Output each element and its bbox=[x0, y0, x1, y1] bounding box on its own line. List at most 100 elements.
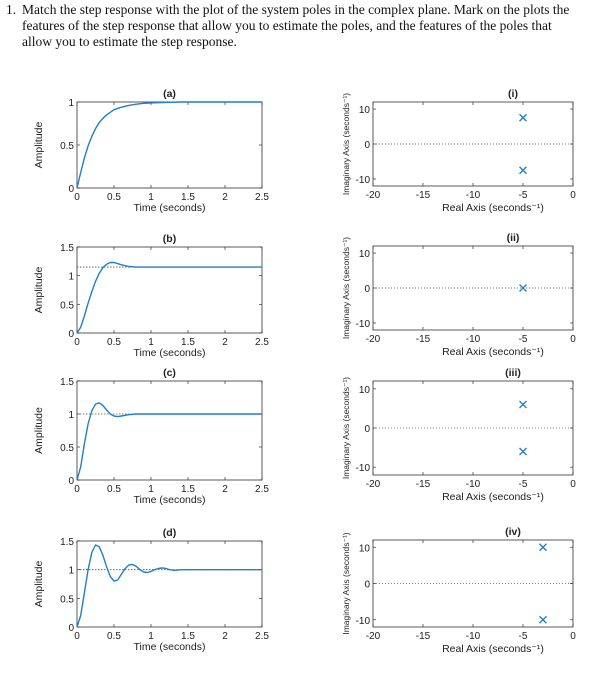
step-response-chart-1: 0 0.5 1 1.5 2 2.5 0 0.5 1 (a) Time (seconds) Amplit… bbox=[33, 88, 269, 214]
pole-marker-stroke bbox=[539, 615, 547, 624]
pole-plot-chart-2: -20 -15 -10 -5 0 -10 0 10 (ii) Real Axis (seconds… bbox=[341, 232, 576, 358]
question-text: 1. Match the step response with the plot … bbox=[6, 2, 596, 50]
y-tick-label: 1 bbox=[68, 98, 74, 109]
y-tick-label: 0 bbox=[364, 140, 370, 151]
x-tick-label: 1.5 bbox=[181, 631, 195, 642]
x-tick-label: 1.5 bbox=[181, 192, 195, 203]
question-number: 1. bbox=[6, 2, 17, 17]
question-line-3: allow you to estimate the step response. bbox=[22, 34, 237, 49]
x-tick-label: 0.5 bbox=[107, 337, 121, 348]
y-tick-label: 0.5 bbox=[60, 594, 74, 605]
y-tick-label: 1.5 bbox=[60, 537, 74, 548]
pole-plot-chart-1: -20 -15 -10 -5 0 -10 0 10 (i) Real Axis (seconds⁻… bbox=[341, 88, 576, 214]
chart-label: (c) bbox=[163, 367, 176, 379]
x-tick-label: 2 bbox=[222, 337, 228, 348]
y-tick-label: -10 bbox=[356, 175, 371, 186]
x-tick-label: 2.5 bbox=[255, 337, 269, 348]
pole-marker bbox=[519, 447, 527, 456]
y-axis-label: Imaginary Axis (seconds⁻¹) bbox=[341, 377, 351, 479]
question-line-1: 1. Match the step response with the plot … bbox=[6, 2, 570, 17]
y-tick-label: 0 bbox=[68, 329, 74, 340]
y-tick-label: 10 bbox=[359, 249, 371, 260]
plot-frame bbox=[76, 380, 263, 481]
chart-label: (d) bbox=[163, 527, 176, 539]
step-response-chart-4: 0 0.5 1 1.5 2 2.5 0 0.5 1 1.5 (d) Time (seconds) Amp… bbox=[33, 527, 269, 653]
x-tick-label: 2.5 bbox=[255, 484, 269, 495]
y-tick-label: 0.5 bbox=[60, 300, 74, 311]
x-tick-label: 2 bbox=[222, 484, 228, 495]
y-tick-label: 0 bbox=[68, 623, 74, 634]
x-tick-label: -20 bbox=[366, 334, 381, 345]
x-axis-label: Real Axis (seconds⁻¹) bbox=[442, 202, 544, 214]
x-axis-label: Time (seconds) bbox=[134, 494, 206, 506]
plot-frame bbox=[76, 540, 263, 628]
x-tick-label: -10 bbox=[466, 190, 481, 201]
pole-marker-stroke bbox=[519, 113, 527, 122]
y-tick-label: 1 bbox=[68, 272, 74, 283]
x-tick-label: 2 bbox=[222, 631, 228, 642]
y-axis-label: Amplitude bbox=[33, 407, 45, 454]
x-tick-label: 0 bbox=[74, 631, 80, 642]
x-tick-label: -20 bbox=[366, 190, 381, 201]
y-tick-label: 1.5 bbox=[60, 243, 74, 254]
x-tick-label: 1.5 bbox=[181, 337, 195, 348]
y-axis-label: Imaginary Axis (seconds⁻¹) bbox=[341, 532, 351, 634]
pole-marker-stroke bbox=[519, 166, 527, 175]
y-tick-label: -10 bbox=[356, 319, 371, 330]
y-axis-label: Amplitude bbox=[33, 561, 45, 608]
x-tick-label: -20 bbox=[366, 631, 381, 642]
x-tick-label: 0 bbox=[570, 631, 576, 642]
x-tick-label: 1 bbox=[148, 484, 154, 495]
pole-marker-stroke bbox=[519, 400, 527, 409]
x-tick-label: -15 bbox=[416, 631, 431, 642]
step-response-chart-3: 0 0.5 1 1.5 2 2.5 0 0.5 1 1.5 (c) Time (seconds) Amp… bbox=[33, 367, 269, 506]
pole-marker bbox=[519, 113, 527, 122]
pole-marker-stroke bbox=[519, 447, 527, 456]
x-axis-label: Time (seconds) bbox=[134, 641, 206, 653]
x-tick-label: 2 bbox=[222, 192, 228, 203]
y-tick-label: 0 bbox=[364, 424, 370, 435]
x-tick-label: 0 bbox=[74, 337, 80, 348]
y-tick-label: 0.5 bbox=[60, 443, 74, 454]
x-tick-label: 0 bbox=[570, 479, 576, 490]
x-tick-label: -20 bbox=[366, 479, 381, 490]
x-tick-label: 0 bbox=[570, 190, 576, 201]
x-axis-label: Real Axis (seconds⁻¹) bbox=[442, 346, 544, 358]
step-response-curve bbox=[76, 101, 262, 189]
chart-label: (a) bbox=[163, 88, 176, 100]
x-tick-label: 1 bbox=[148, 337, 154, 348]
y-tick-label: 1 bbox=[68, 410, 74, 421]
y-tick-label: 0 bbox=[68, 476, 74, 487]
plot-frame bbox=[76, 246, 263, 334]
y-tick-label: 10 bbox=[359, 385, 371, 396]
y-axis-label: Imaginary Axis (seconds⁻¹) bbox=[341, 237, 351, 339]
step-response-curve bbox=[76, 544, 262, 628]
x-tick-label: 0.5 bbox=[107, 192, 121, 203]
x-tick-label: 1 bbox=[148, 631, 154, 642]
y-tick-label: 0 bbox=[364, 284, 370, 295]
y-tick-label: 10 bbox=[359, 543, 371, 554]
x-axis-label: Time (seconds) bbox=[134, 202, 206, 214]
chart-label: (iv) bbox=[505, 526, 521, 538]
step-response-chart-2: 0 0.5 1 1.5 2 2.5 0 0.5 1 1.5 (b) Time (seconds) Amp… bbox=[33, 233, 269, 359]
x-tick-label: -15 bbox=[416, 479, 431, 490]
x-tick-label: 2.5 bbox=[255, 192, 269, 203]
pole-marker-stroke bbox=[519, 284, 527, 292]
step-response-curve bbox=[76, 402, 262, 481]
x-axis-label: Real Axis (seconds⁻¹) bbox=[442, 491, 544, 503]
y-tick-label: 10 bbox=[359, 105, 371, 116]
pole-marker bbox=[519, 284, 527, 292]
chart-label: (i) bbox=[508, 88, 518, 100]
y-tick-label: 0 bbox=[364, 580, 370, 591]
pole-marker bbox=[539, 615, 547, 624]
x-tick-label: -5 bbox=[519, 190, 528, 201]
y-tick-label: 0.5 bbox=[60, 141, 74, 152]
x-tick-label: 1.5 bbox=[181, 484, 195, 495]
pole-marker-stroke bbox=[539, 543, 547, 552]
x-tick-label: 0.5 bbox=[107, 631, 121, 642]
pole-plot-chart-3: -20 -15 -10 -5 0 -10 0 10 (iii) Real Axis (second… bbox=[341, 367, 576, 503]
x-tick-label: -5 bbox=[519, 479, 528, 490]
pole-marker bbox=[519, 400, 527, 409]
chart-label: (b) bbox=[163, 233, 176, 245]
x-tick-label: -10 bbox=[466, 479, 481, 490]
